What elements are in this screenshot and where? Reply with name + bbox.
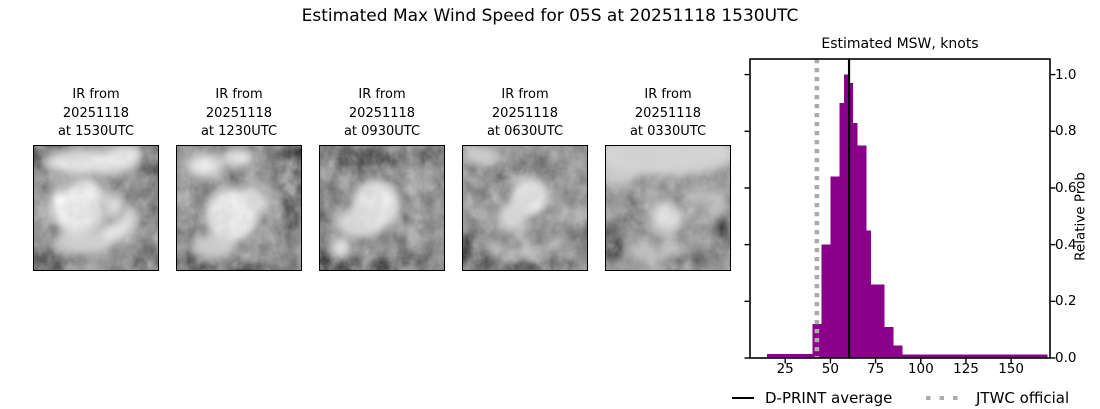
histogram-bar [821,244,831,358]
ir-satellite-image [319,145,445,271]
histogram-bar [884,326,894,358]
ir-satellite-image [33,145,159,271]
histogram-plot [744,58,1056,364]
x-tick-label: 100 [907,361,934,377]
x-tick-label: 25 [776,361,794,377]
ir-caption-line: 20251118 [634,105,702,121]
ir-caption: IR from 20251118 at 1530UTC [33,86,159,142]
histogram-bar [893,345,903,358]
y-tick-label: 0.0 [1055,350,1077,366]
ir-satellite-image [605,145,731,271]
ir-caption-line: IR from [644,87,692,102]
ir-panel-column: IR from 20251118 at 0930UTC [319,86,445,271]
ir-caption: IR from 20251118 at 0630UTC [462,86,588,142]
y-tick-label: 1.0 [1055,66,1077,83]
histogram-bar [871,284,885,358]
ir-panel-column: IR from 20251118 at 0330UTC [605,86,731,271]
ir-caption: IR from 20251118 at 1230UTC [176,86,302,142]
ir-caption: IR from 20251118 at 0330UTC [605,86,731,142]
x-tick-label: 50 [821,361,839,377]
legend-item-jtwc: JTWC official [926,389,1069,407]
ir-caption-line: 20251118 [348,105,416,121]
y-tick-label: 0.6 [1055,180,1077,196]
ir-caption-line: at 1230UTC [200,124,278,139]
ir-panel-column: IR from 20251118 at 1230UTC [176,86,302,271]
ir-caption: IR from 20251118 at 0930UTC [319,86,445,142]
ir-caption-line: at 1530UTC [57,124,135,139]
y-tick-label: 0.2 [1055,293,1077,310]
ir-caption-line: 20251118 [205,105,273,121]
ir-caption-line: at 0630UTC [486,124,564,139]
plot-frame [749,58,1051,359]
ir-caption-line: 20251118 [491,105,559,121]
histogram-bar [902,354,1048,358]
histogram-bar [843,74,849,358]
histogram-bar [853,122,858,359]
histogram-bar [866,230,872,358]
dprint-line-sample [732,397,754,399]
x-tick-label: 125 [953,361,979,377]
ir-caption-line: at 0330UTC [629,124,707,139]
x-tick-label: 150 [998,361,1024,377]
legend-dprint-label: D-PRINT average [765,389,893,407]
histogram-bar [839,102,844,359]
y-axis-label: Relative Prob [1072,172,1089,261]
x-tick-label: 75 [867,361,885,377]
jtwc-dotted-sample [926,395,965,401]
ir-caption-line: 20251118 [62,105,130,121]
ir-caption-line: IR from [358,87,406,102]
ir-caption-line: at 0930UTC [343,124,421,139]
figure-title: Estimated Max Wind Speed for 05S at 2025… [301,6,799,26]
chart-title: Estimated MSW, knots [821,36,979,52]
y-tick-label: 0.8 [1055,123,1077,140]
histogram-bar [848,83,854,358]
ir-caption-line: IR from [501,87,549,102]
ir-satellite-image [462,145,588,271]
ir-panel-column: IR from 20251118 at 1530UTC [33,86,159,271]
legend-item-dprint: D-PRINT average [732,389,892,407]
ir-panel-column: IR from 20251118 at 0630UTC [462,86,588,271]
ir-caption-line: IR from [215,87,263,102]
y-tick-label: 0.4 [1055,236,1077,253]
histogram-bar [767,353,813,358]
histogram-bar [830,176,840,358]
ir-caption-line: IR from [72,87,120,102]
legend-jtwc-label: JTWC official [976,389,1070,407]
ir-satellite-image [176,145,302,271]
histogram-bar [857,145,867,358]
